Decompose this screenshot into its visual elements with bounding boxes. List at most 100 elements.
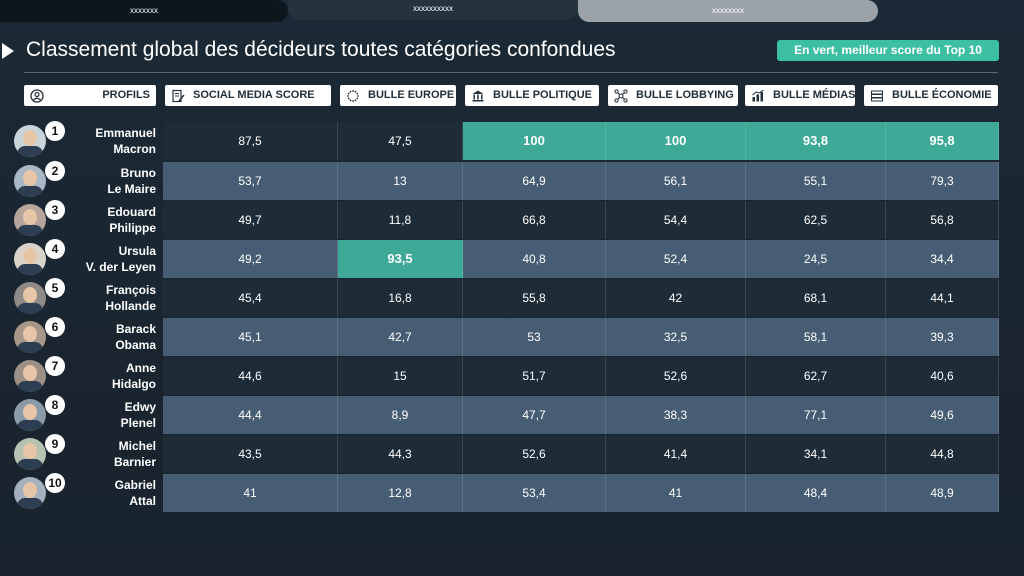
table-row: 53,7 13 64,9 56,1 55,1 79,3: [163, 162, 999, 200]
table-row: 49,7 11,8 66,8 54,4 62,5 56,8: [163, 201, 999, 239]
profile-anne-hidalgo[interactable]: 7 Anne Hidalgo: [14, 356, 160, 395]
column-header-label: BULLE LOBBYING: [636, 89, 734, 101]
score-cell-bulle-economie: 48,9: [886, 474, 999, 512]
profile-name: Bruno Le Maire: [61, 165, 156, 197]
score-cell-bulle-medias: 55,1: [746, 162, 886, 200]
score-cell-social-media-score: 87,5: [163, 122, 338, 160]
score-cell-social-media-score: 43,5: [163, 435, 338, 473]
profile-francois-hollande[interactable]: 5 François Hollande: [14, 278, 160, 317]
profile-edouard-philippe[interactable]: 3 Edouard Philippe: [14, 200, 160, 239]
column-header-bulle-europe[interactable]: BULLE EUROPE: [340, 85, 456, 106]
score-cell-social-media-score: 44,6: [163, 357, 338, 395]
avatar: [14, 321, 46, 353]
score-cell-bulle-politique: 52,6: [463, 435, 606, 473]
eu-stars-icon: [346, 89, 360, 103]
profile-edwy-plenel[interactable]: 8 Edwy Plenel: [14, 395, 160, 434]
score-cell-bulle-economie: 49,6: [886, 396, 999, 434]
title-arrow-icon: [2, 43, 14, 59]
score-cell-bulle-economie: 79,3: [886, 162, 999, 200]
column-header-label: BULLE MÉDIAS: [773, 89, 856, 101]
column-header-label: SOCIAL MEDIA SCORE: [193, 89, 315, 101]
column-header-bulle-lobbying[interactable]: BULLE LOBBYING: [608, 85, 738, 106]
column-header-bulle-politique[interactable]: BULLE POLITIQUE: [465, 85, 599, 106]
rank-badge: 10: [45, 473, 65, 493]
edit-document-icon: [171, 89, 185, 103]
score-cell-bulle-europe: 47,5: [338, 122, 463, 160]
score-cell-bulle-economie: 40,6: [886, 357, 999, 395]
score-cell-bulle-politique: 51,7: [463, 357, 606, 395]
avatar: [14, 360, 46, 392]
avatar: [14, 477, 46, 509]
last-name: Philippe: [109, 221, 156, 235]
last-name: Hollande: [105, 299, 156, 313]
score-cell-bulle-medias: 48,4: [746, 474, 886, 512]
profile-barack-obama[interactable]: 6 Barack Obama: [14, 317, 160, 356]
score-cell-bulle-europe: 15: [338, 357, 463, 395]
profile-name: Edwy Plenel: [61, 399, 156, 431]
score-cell-bulle-medias: 58,1: [746, 318, 886, 356]
rank-badge: 6: [45, 317, 65, 337]
score-cell-bulle-economie: 44,1: [886, 279, 999, 317]
column-header-social-media-score[interactable]: SOCIAL MEDIA SCORE: [165, 85, 331, 106]
tab-1[interactable]: xxxxxxx: [0, 0, 288, 22]
profile-name: Gabriel Attal: [61, 477, 156, 509]
first-name: Gabriel: [114, 478, 156, 492]
score-cell-bulle-economie: 56,8: [886, 201, 999, 239]
score-cell-bulle-europe: 11,8: [338, 201, 463, 239]
profile-name: Barack Obama: [61, 321, 156, 353]
government-building-icon: [471, 89, 485, 103]
score-cell-bulle-europe: 16,8: [338, 279, 463, 317]
column-header-label: BULLE EUROPE: [368, 89, 455, 101]
first-name: Anne: [126, 361, 156, 375]
table-row: 49,2 93,5 40,8 52,4 24,5 34,4: [163, 240, 999, 278]
media-chart-icon: [751, 89, 765, 103]
score-cell-bulle-medias: 62,5: [746, 201, 886, 239]
score-cell-bulle-europe: 42,7: [338, 318, 463, 356]
score-cell-bulle-lobbying: 56,1: [606, 162, 746, 200]
score-cell-bulle-politique: 66,8: [463, 201, 606, 239]
profile-ursula-v-der-leyen[interactable]: 4 Ursula V. der Leyen: [14, 239, 160, 278]
score-cell-bulle-lobbying: 41: [606, 474, 746, 512]
avatar: [14, 282, 46, 314]
score-cell-bulle-lobbying: 41,4: [606, 435, 746, 473]
first-name: Emmanuel: [95, 126, 156, 140]
column-header-bulle-economie[interactable]: BULLE ÉCONOMIE: [864, 85, 998, 106]
profile-name: Ursula V. der Leyen: [61, 243, 156, 275]
score-cell-bulle-europe: 93,5: [338, 240, 463, 278]
score-cell-bulle-economie: 95,8: [886, 122, 999, 160]
last-name: V. der Leyen: [85, 260, 156, 274]
table-row: 45,4 16,8 55,8 42 68,1 44,1: [163, 279, 999, 317]
score-cell-bulle-medias: 93,8: [746, 122, 886, 160]
profile-bruno-le-maire[interactable]: 2 Bruno Le Maire: [14, 161, 160, 200]
first-name: Michel: [118, 439, 156, 453]
score-cell-bulle-lobbying: 42: [606, 279, 746, 317]
score-cell-bulle-lobbying: 52,4: [606, 240, 746, 278]
legend-badge: En vert, meilleur score du Top 10: [777, 40, 999, 61]
table-row: 43,5 44,3 52,6 41,4 34,1 44,8: [163, 435, 999, 473]
score-cell-bulle-europe: 44,3: [338, 435, 463, 473]
profile-emmanuel-macron[interactable]: 1 Emmanuel Macron: [14, 121, 160, 160]
first-name: Edouard: [107, 205, 156, 219]
rank-badge: 9: [45, 434, 65, 454]
tab-2[interactable]: xxxxxxxxxx: [288, 0, 578, 20]
tab-3[interactable]: xxxxxxxx: [578, 0, 878, 22]
rank-badge: 3: [45, 200, 65, 220]
user-circle-icon: [30, 88, 44, 103]
first-name: François: [105, 283, 156, 297]
column-header-profils[interactable]: PROFILS: [24, 85, 156, 106]
score-cell-bulle-politique: 47,7: [463, 396, 606, 434]
score-cell-social-media-score: 44,4: [163, 396, 338, 434]
profile-name: Michel Barnier: [61, 438, 156, 470]
score-cell-social-media-score: 45,4: [163, 279, 338, 317]
avatar: [14, 399, 46, 431]
score-cell-bulle-economie: 39,3: [886, 318, 999, 356]
profile-michel-barnier[interactable]: 9 Michel Barnier: [14, 434, 160, 473]
profile-gabriel-attal[interactable]: 10 Gabriel Attal: [14, 473, 160, 512]
network-nodes-icon: [614, 88, 628, 103]
tab-bar: xxxxxxx xxxxxxxxxx xxxxxxxx: [0, 0, 1024, 22]
avatar: [14, 165, 46, 197]
column-header-bulle-medias[interactable]: BULLE MÉDIAS: [745, 85, 856, 106]
table-row: 87,5 47,5 100 100 93,8 95,8: [163, 122, 999, 160]
score-cell-bulle-europe: 8,9: [338, 396, 463, 434]
last-name: Barnier: [113, 455, 156, 469]
